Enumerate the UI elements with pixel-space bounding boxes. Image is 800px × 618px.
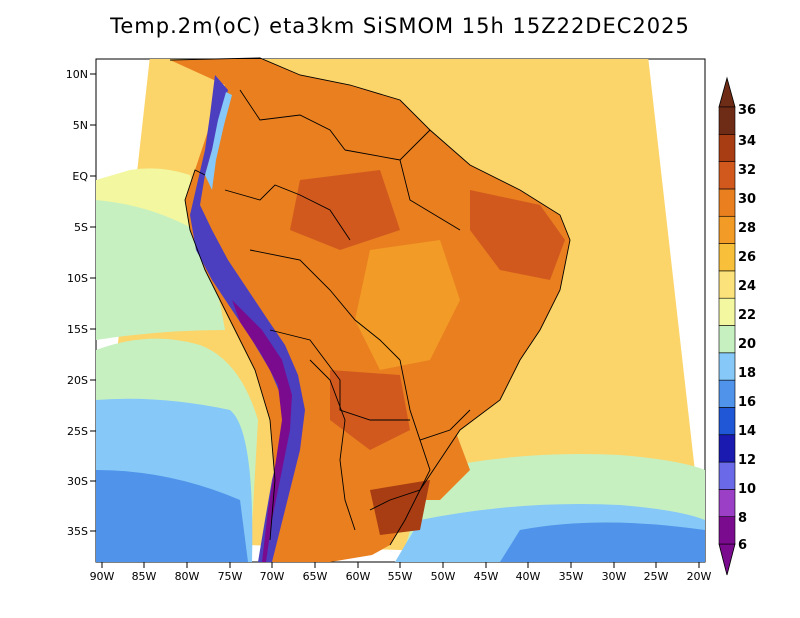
uruguay-hot bbox=[370, 480, 430, 535]
colorbar-label: 26 bbox=[738, 250, 756, 265]
colorbar-swatch bbox=[718, 352, 736, 381]
colorbar: 6 8 10 12 14 16 18 20 22 24 26 28 30 32 … bbox=[718, 76, 756, 576]
atlantic-south-deepblue bbox=[500, 522, 705, 562]
colorbar-label: 6 bbox=[738, 538, 747, 553]
colorbar-swatch bbox=[718, 134, 736, 162]
lat-label: 30S bbox=[67, 475, 88, 488]
colorbar-label: 14 bbox=[738, 424, 756, 439]
lon-label: 45W bbox=[474, 570, 499, 583]
lon-label: 60W bbox=[346, 570, 371, 583]
colorbar-label: 24 bbox=[738, 279, 756, 294]
colorbar-swatch bbox=[718, 215, 736, 244]
lon-label: 50W bbox=[431, 570, 456, 583]
chaco-hot bbox=[330, 370, 410, 450]
colorbar-label: 16 bbox=[738, 395, 756, 410]
colorbar-bottom-arrow bbox=[718, 543, 736, 576]
lon-label: 85W bbox=[132, 570, 157, 583]
colorbar-swatches bbox=[718, 106, 736, 545]
lat-label: 25S bbox=[67, 425, 88, 438]
colorbar-label: 30 bbox=[738, 192, 756, 207]
andes-core bbox=[232, 300, 292, 562]
andes-edge bbox=[205, 92, 232, 190]
colorbar-swatch bbox=[718, 489, 736, 517]
colorbar-label: 18 bbox=[738, 366, 756, 381]
colorbar-label: 10 bbox=[738, 482, 756, 497]
colorbar-swatch bbox=[718, 106, 736, 135]
brazil-interior-light bbox=[355, 240, 460, 370]
colorbar-swatch bbox=[718, 461, 736, 490]
northeast-brazil-hot bbox=[470, 190, 565, 280]
colorbar-label: 34 bbox=[738, 134, 756, 149]
lat-label: 35S bbox=[67, 525, 88, 538]
lon-label: 20W bbox=[687, 570, 712, 583]
colorbar-swatch bbox=[718, 434, 736, 463]
colorbar-swatch bbox=[718, 379, 736, 408]
colorbar-swatch bbox=[718, 407, 736, 436]
colorbar-label: 28 bbox=[738, 221, 756, 236]
amazon-hot bbox=[290, 170, 400, 250]
map-title: Temp.2m(oC) eta3km SiSMOM 15h 15Z22DEC20… bbox=[110, 14, 690, 38]
lat-label: 10S bbox=[67, 272, 88, 285]
colorbar-label: 12 bbox=[738, 453, 756, 468]
lon-label: 80W bbox=[175, 570, 200, 583]
colorbar-swatch bbox=[718, 297, 736, 326]
lon-label: 40W bbox=[516, 570, 541, 583]
lon-label: 55W bbox=[388, 570, 413, 583]
colorbar-label: 8 bbox=[738, 511, 747, 526]
lon-label: 90W bbox=[90, 570, 115, 583]
lat-label: 5N bbox=[73, 119, 88, 132]
colorbar-swatch bbox=[718, 243, 736, 272]
lon-label: 25W bbox=[644, 570, 669, 583]
colorbar-top-arrow bbox=[718, 76, 736, 108]
colorbar-label: 36 bbox=[738, 103, 756, 118]
colorbar-swatch bbox=[718, 270, 736, 299]
lat-label: EQ bbox=[72, 170, 88, 183]
lon-label: 70W bbox=[260, 570, 285, 583]
colorbar-swatch bbox=[718, 325, 736, 354]
lon-label: 75W bbox=[218, 570, 243, 583]
lat-label: 15S bbox=[67, 323, 88, 336]
colorbar-swatch bbox=[718, 516, 736, 545]
lon-label: 65W bbox=[303, 570, 328, 583]
lat-label: 10N bbox=[66, 68, 88, 81]
colorbar-swatch bbox=[718, 161, 736, 190]
lon-label: 35W bbox=[559, 570, 584, 583]
country-borders bbox=[169, 57, 571, 546]
colorbar-swatch bbox=[718, 188, 736, 217]
colorbar-labels: 6 8 10 12 14 16 18 20 22 24 26 28 30 32 … bbox=[738, 103, 756, 553]
lon-label: 30W bbox=[602, 570, 627, 583]
longitude-axis: 90W 85W 80W 75W 70W 65W 60W 55W 50W 45W … bbox=[90, 562, 712, 583]
colorbar-label: 32 bbox=[738, 163, 756, 178]
colorbar-label: 22 bbox=[738, 308, 756, 323]
pacific-coolest-zone bbox=[96, 470, 248, 562]
latitude-axis: 10N 5N EQ 5S 10S 15S 20S 25S 30S 35S bbox=[66, 68, 96, 538]
lat-label: 20S bbox=[67, 374, 88, 387]
lat-label: 5S bbox=[74, 221, 88, 234]
colorbar-label: 20 bbox=[738, 337, 756, 352]
